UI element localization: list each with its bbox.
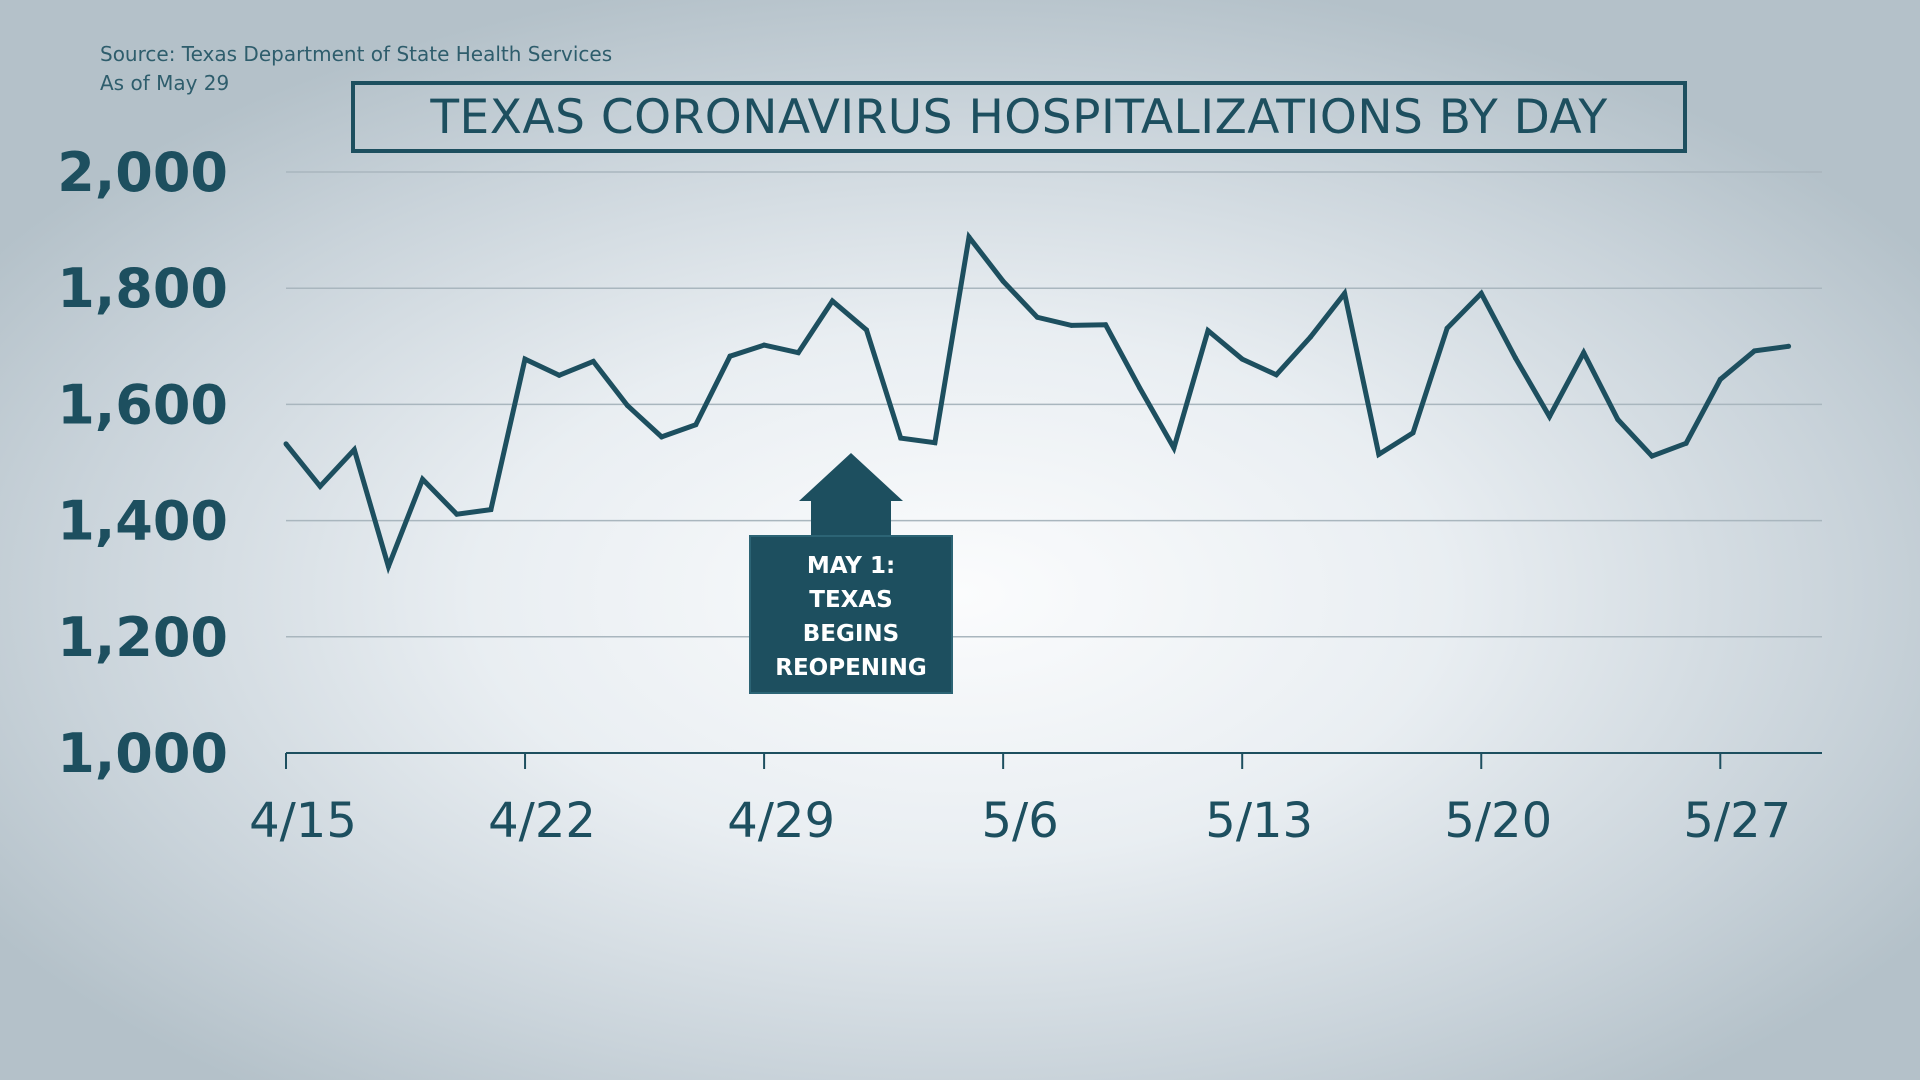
- x-tick-labels: 4/15 4/22 4/29 5/6 5/13 5/20 5/27: [249, 793, 1791, 849]
- y-tick-label: 1,200: [57, 606, 228, 669]
- data-point: [659, 434, 665, 440]
- data-point: [966, 234, 972, 240]
- data-point: [1068, 322, 1074, 328]
- chart-title: TEXAS CORONAVIRUS HOSPITALIZATIONS BY DA…: [351, 81, 1687, 153]
- data-point: [420, 476, 426, 482]
- data-point: [1205, 328, 1211, 334]
- data-point: [1000, 278, 1006, 284]
- data-point: [761, 342, 767, 348]
- y-tick-label: 1,600: [57, 373, 228, 436]
- data-point: [1137, 385, 1143, 391]
- data-point: [1581, 350, 1587, 356]
- data-point: [1444, 325, 1450, 331]
- annotation-box: MAY 1: TEXAS BEGINS REOPENING: [749, 535, 953, 694]
- annotation-line: TEXAS: [809, 587, 893, 613]
- arrow-up-icon: [799, 453, 903, 501]
- data-point: [625, 403, 630, 409]
- x-axis: [285, 752, 1822, 769]
- data-point: [351, 447, 357, 453]
- data-point: [454, 511, 460, 517]
- data-point: [693, 422, 699, 428]
- source-line: Source: Texas Department of State Health…: [100, 42, 613, 66]
- data-point: [317, 483, 323, 489]
- reopening-annotation: MAY 1: TEXAS BEGINS REOPENING: [749, 453, 953, 694]
- data-point: [795, 350, 801, 356]
- data-point: [829, 298, 835, 304]
- data-point: [1103, 322, 1109, 328]
- x-tick-label: 5/20: [1444, 793, 1552, 849]
- data-point: [1342, 290, 1348, 296]
- data-point: [1034, 314, 1040, 320]
- data-point: [385, 563, 391, 569]
- x-tick-label: 5/13: [1205, 793, 1313, 849]
- data-point: [1308, 334, 1313, 340]
- annotation-line: MAY 1:: [806, 553, 896, 579]
- data-point: [1478, 290, 1484, 296]
- source-note: Source: Texas Department of State Health…: [100, 40, 612, 98]
- x-tick-label: 4/29: [727, 793, 835, 849]
- y-tick-label: 1,400: [57, 490, 228, 553]
- y-tick-labels: 1,000 1,200 1,400 1,600 1,800 2,000: [57, 141, 228, 785]
- data-point: [1171, 445, 1177, 451]
- data-point: [864, 327, 870, 333]
- data-point: [590, 358, 596, 364]
- data-point: [1239, 356, 1245, 362]
- data-point: [1751, 348, 1757, 354]
- data-point: [522, 356, 528, 362]
- data-point: [1786, 343, 1792, 349]
- data-point: [932, 440, 938, 446]
- x-tick-label: 5/6: [982, 793, 1059, 849]
- data-point: [727, 353, 733, 359]
- series-line: [284, 231, 1789, 575]
- data-point: [1649, 453, 1655, 459]
- data-point: [488, 507, 494, 513]
- x-tick-label: 4/15: [249, 793, 357, 849]
- y-tick-label: 1,800: [57, 257, 228, 320]
- data-point: [1512, 355, 1518, 361]
- arrow-stem: [811, 500, 891, 540]
- annotation-line: REOPENING: [775, 655, 927, 681]
- grid-lines: [286, 171, 1822, 638]
- data-point: [1410, 430, 1416, 436]
- annotation-line: BEGINS: [802, 621, 900, 647]
- series-layer: [283, 231, 1792, 575]
- data-point: [898, 435, 904, 441]
- x-tick-label: 4/22: [488, 793, 596, 849]
- data-point: [1376, 451, 1382, 457]
- y-tick-label: 2,000: [57, 141, 228, 204]
- data-point: [1547, 414, 1553, 420]
- y-tick-label: 1,000: [57, 722, 228, 785]
- x-tick-label: 5/27: [1683, 793, 1791, 849]
- data-point: [556, 372, 562, 378]
- as-of-line: As of May 29: [100, 71, 230, 95]
- data-point: [283, 441, 289, 447]
- data-point: [1273, 372, 1279, 378]
- data-point: [1683, 440, 1689, 446]
- data-point: [1717, 376, 1723, 382]
- data-point: [1615, 417, 1621, 423]
